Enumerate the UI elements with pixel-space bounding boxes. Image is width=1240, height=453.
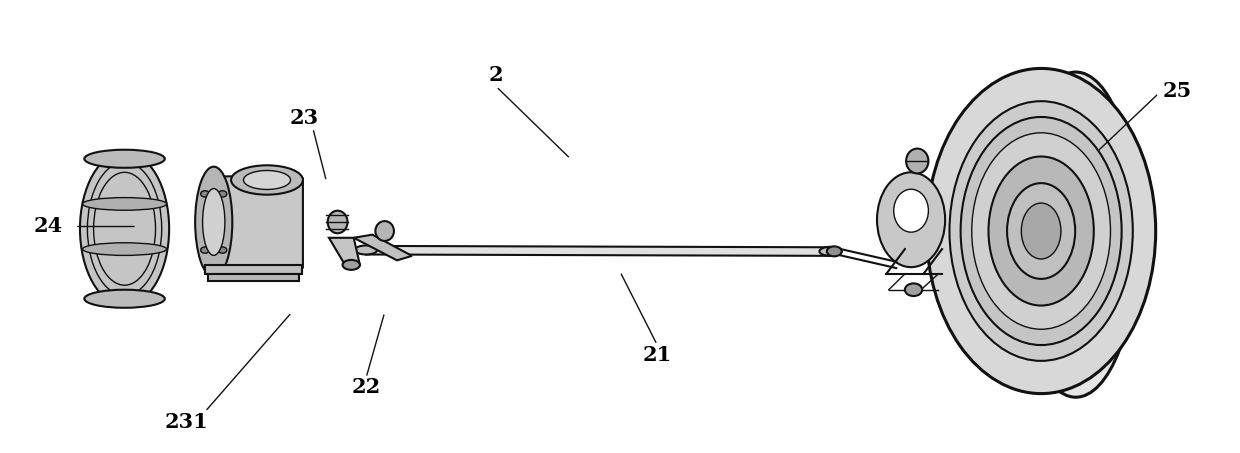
Ellipse shape (376, 221, 394, 241)
Ellipse shape (1014, 72, 1138, 397)
Ellipse shape (82, 243, 166, 255)
Text: 23: 23 (290, 108, 319, 128)
Polygon shape (207, 274, 299, 281)
Ellipse shape (79, 152, 169, 305)
Ellipse shape (202, 188, 224, 255)
Text: 25: 25 (1163, 81, 1192, 101)
Ellipse shape (894, 189, 929, 232)
Ellipse shape (905, 284, 923, 296)
Ellipse shape (342, 260, 360, 270)
Ellipse shape (231, 165, 303, 195)
Polygon shape (353, 235, 412, 260)
Ellipse shape (1007, 183, 1075, 279)
Text: 21: 21 (642, 345, 672, 365)
Ellipse shape (218, 191, 227, 197)
Ellipse shape (82, 198, 166, 210)
Ellipse shape (84, 150, 165, 168)
Ellipse shape (84, 290, 165, 308)
Text: 231: 231 (165, 412, 208, 432)
Ellipse shape (355, 246, 377, 255)
Polygon shape (366, 246, 831, 256)
Ellipse shape (195, 167, 232, 277)
Ellipse shape (877, 172, 945, 267)
Ellipse shape (201, 191, 210, 197)
Ellipse shape (950, 101, 1133, 361)
Polygon shape (205, 265, 301, 274)
Ellipse shape (1022, 203, 1061, 259)
Ellipse shape (218, 247, 227, 253)
Text: 24: 24 (33, 217, 62, 236)
Ellipse shape (926, 68, 1156, 394)
Ellipse shape (243, 170, 290, 189)
Ellipse shape (906, 149, 929, 173)
Ellipse shape (972, 133, 1111, 329)
Text: 22: 22 (351, 377, 381, 397)
Ellipse shape (201, 247, 210, 253)
FancyBboxPatch shape (203, 176, 303, 270)
Ellipse shape (820, 247, 842, 256)
Ellipse shape (961, 117, 1122, 345)
Ellipse shape (988, 156, 1094, 305)
Ellipse shape (827, 246, 842, 256)
Ellipse shape (327, 211, 347, 233)
Polygon shape (329, 238, 360, 265)
Text: 2: 2 (489, 65, 503, 85)
